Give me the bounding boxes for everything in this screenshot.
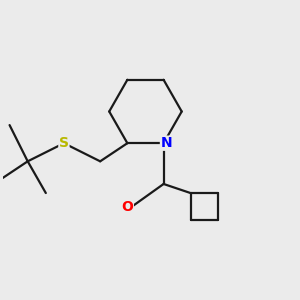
Text: S: S — [59, 136, 69, 150]
Text: O: O — [122, 200, 133, 214]
Text: N: N — [160, 136, 172, 150]
